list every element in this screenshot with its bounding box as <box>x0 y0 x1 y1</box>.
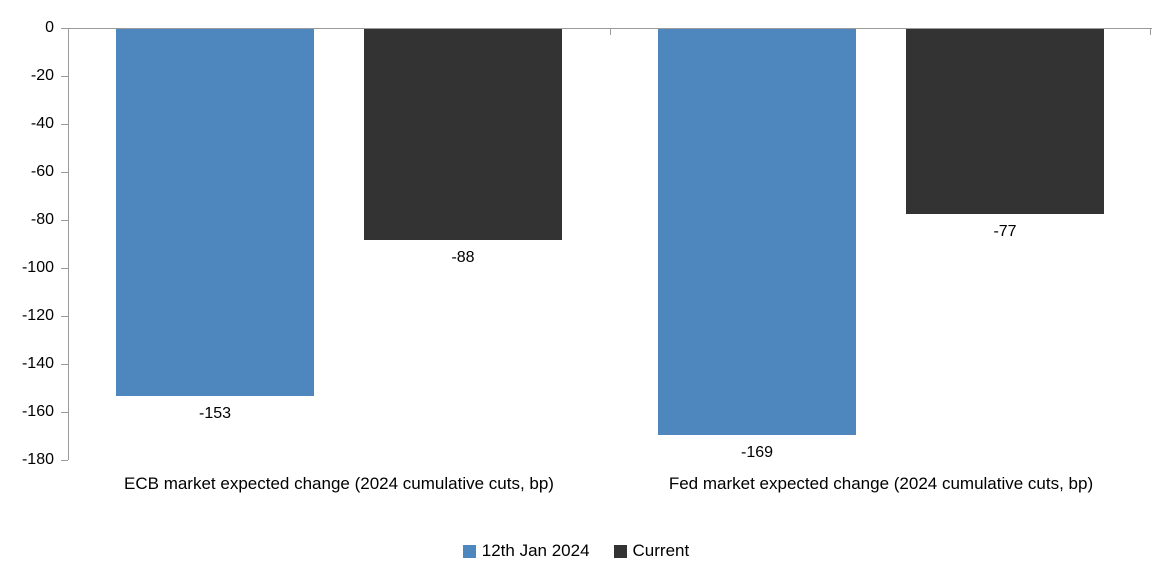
legend-swatch-jan <box>462 544 476 558</box>
x-axis-tick <box>610 28 611 35</box>
bar-column: -153 <box>116 29 314 461</box>
y-axis-tick-label: -20 <box>30 67 54 84</box>
bar-data-label: -88 <box>451 249 475 266</box>
y-axis-tick-label: -180 <box>21 451 54 468</box>
y-axis-tick-label: -40 <box>30 115 54 132</box>
legend-item: Current <box>613 541 690 561</box>
category-label: ECB market expected change (2024 cumulat… <box>124 474 554 493</box>
y-axis-tick <box>61 28 68 29</box>
bar-column: -77 <box>906 29 1104 461</box>
y-axis-tick-label: -120 <box>21 307 54 324</box>
y-axis-line <box>68 28 69 460</box>
y-axis-tick-label: -80 <box>30 211 54 228</box>
y-axis-tick-label: -60 <box>30 163 54 180</box>
bar-data-label: -169 <box>740 444 774 461</box>
y-axis-tick <box>61 364 68 365</box>
legend-item: 12th Jan 2024 <box>462 541 590 561</box>
bar-current <box>906 29 1104 214</box>
y-axis-tick <box>61 316 68 317</box>
bar-current <box>364 29 562 240</box>
legend-swatch-current <box>613 544 627 558</box>
legend-label: 12th Jan 2024 <box>481 541 590 560</box>
bar-jan <box>658 29 856 435</box>
bar-jan <box>116 29 314 396</box>
category-label: Fed market expected change (2024 cumulat… <box>668 474 1094 493</box>
y-axis-tick <box>61 124 68 125</box>
y-axis-tick <box>61 412 68 413</box>
y-axis-tick <box>61 76 68 77</box>
x-axis-tick <box>1150 28 1151 35</box>
y-axis-tick <box>61 172 68 173</box>
y-axis-tick-label: 0 <box>45 19 54 36</box>
y-axis-tick <box>61 460 68 461</box>
bar-data-label: -77 <box>993 223 1017 240</box>
bar-data-label: -153 <box>198 405 232 422</box>
plot-area: -153 -88 -169 -77 <box>68 28 1152 461</box>
bar-group: -169 -77 <box>610 29 1152 461</box>
bar-column: -88 <box>364 29 562 461</box>
y-axis-tick <box>61 220 68 221</box>
bar-groups: -153 -88 -169 -77 <box>68 29 1152 461</box>
legend: 12th Jan 2024 Current <box>0 541 1152 561</box>
y-axis-tick <box>61 268 68 269</box>
y-axis-tick-label: -160 <box>21 403 54 420</box>
y-axis-tick-label: -100 <box>21 259 54 276</box>
y-axis-tick-label: -140 <box>21 355 54 372</box>
bar-group: -153 -88 <box>68 29 610 461</box>
bar-column: -169 <box>658 29 856 461</box>
legend-label: Current <box>632 541 690 560</box>
